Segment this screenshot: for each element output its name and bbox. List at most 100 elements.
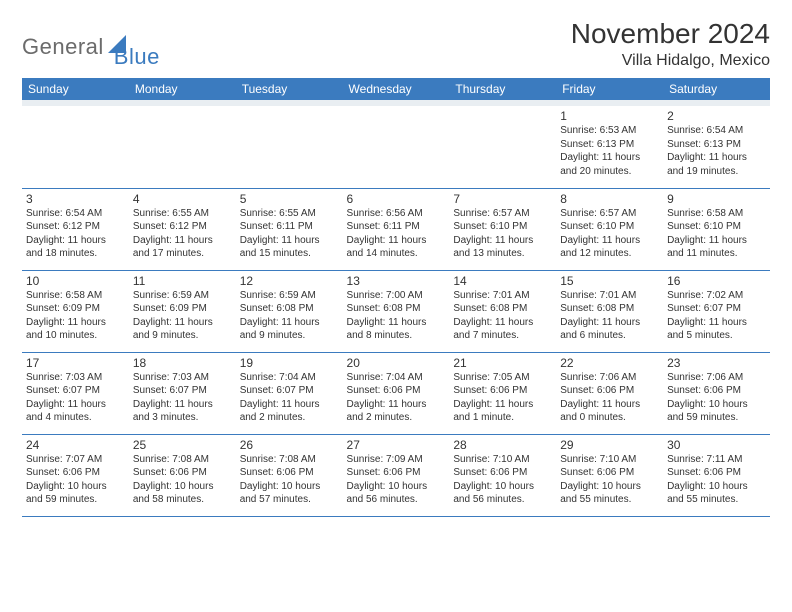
calendar-week-row: 24Sunrise: 7:07 AM Sunset: 6:06 PM Dayligh… [22, 434, 770, 516]
day-number: 7 [453, 192, 552, 206]
daylight-line: Daylight: 11 hours [240, 316, 339, 330]
sunrise-line: Sunrise: 7:01 AM [560, 289, 659, 303]
daylight-line: and 59 minutes. [26, 493, 125, 507]
day-number: 24 [26, 438, 125, 452]
day-number: 22 [560, 356, 659, 370]
sunrise-line: Sunrise: 7:07 AM [26, 453, 125, 467]
daylight-line: Daylight: 11 hours [453, 398, 552, 412]
day-number: 14 [453, 274, 552, 288]
sunrise-line: Sunrise: 7:02 AM [667, 289, 766, 303]
weekday-header: Tuesday [236, 78, 343, 100]
daylight-line: and 2 minutes. [240, 411, 339, 425]
sunrise-line: Sunrise: 6:56 AM [347, 207, 446, 221]
calendar-week-row: 17Sunrise: 7:03 AMSunset: 6:07 PMDayligh… [22, 352, 770, 434]
calendar-day-cell: 23Sunrise: 7:06 AMSunset: 6:06 PMDayligh… [663, 352, 770, 434]
daylight-line: and 56 minutes. [347, 493, 446, 507]
calendar-table: Sunday Monday Tuesday Wednesday Thursday… [22, 78, 770, 517]
sunset-line: Sunset: 6:10 PM [453, 220, 552, 234]
sunset-line: Sunset: 6:10 PM [667, 220, 766, 234]
month-title: November 2024 [571, 18, 770, 50]
daylight-line: and 18 minutes. [26, 247, 125, 261]
sunrise-line: Sunrise: 6:53 AM [560, 124, 659, 138]
day-number: 21 [453, 356, 552, 370]
sunrise-line: Sunrise: 6:59 AM [133, 289, 232, 303]
daylight-line: and 55 minutes. [667, 493, 766, 507]
location: Villa Hidalgo, Mexico [571, 52, 770, 70]
weekday-header: Saturday [663, 78, 770, 100]
calendar-day-cell: 19Sunrise: 7:04 AMSunset: 6:07 PMDayligh… [236, 352, 343, 434]
calendar-week-row: 10Sunrise: 6:58 AMSunset: 6:09 PMDayligh… [22, 270, 770, 352]
day-number: 11 [133, 274, 232, 288]
daylight-line: and 19 minutes. [667, 165, 766, 179]
sunset-line: Sunset: 6:06 PM [560, 466, 659, 480]
sunset-line: Sunset: 6:06 PM [667, 384, 766, 398]
daylight-line: and 17 minutes. [133, 247, 232, 261]
calendar-day-cell: 10Sunrise: 6:58 AMSunset: 6:09 PMDayligh… [22, 270, 129, 352]
sunrise-line: Sunrise: 7:01 AM [453, 289, 552, 303]
sunset-line: Sunset: 6:09 PM [26, 302, 125, 316]
daylight-line: Daylight: 11 hours [560, 316, 659, 330]
sunset-line: Sunset: 6:12 PM [133, 220, 232, 234]
sunset-line: Sunset: 6:06 PM [347, 384, 446, 398]
weekday-header: Thursday [449, 78, 556, 100]
calendar-day-cell: 5Sunrise: 6:55 AMSunset: 6:11 PMDaylight… [236, 188, 343, 270]
daylight-line: and 20 minutes. [560, 165, 659, 179]
calendar-day-cell: 7Sunrise: 6:57 AMSunset: 6:10 PMDaylight… [449, 188, 556, 270]
sunrise-line: Sunrise: 6:54 AM [26, 207, 125, 221]
daylight-line: Daylight: 11 hours [347, 234, 446, 248]
calendar-day-cell: 18Sunrise: 7:03 AMSunset: 6:07 PMDayligh… [129, 352, 236, 434]
calendar-day-cell: 8Sunrise: 6:57 AMSunset: 6:10 PMDaylight… [556, 188, 663, 270]
daylight-line: Daylight: 11 hours [667, 316, 766, 330]
sunrise-line: Sunrise: 7:06 AM [667, 371, 766, 385]
daylight-line: Daylight: 11 hours [26, 398, 125, 412]
day-number: 27 [347, 438, 446, 452]
day-number: 5 [240, 192, 339, 206]
calendar-empty-cell [129, 106, 236, 188]
sunset-line: Sunset: 6:06 PM [667, 466, 766, 480]
sunset-line: Sunset: 6:06 PM [133, 466, 232, 480]
sunrise-line: Sunrise: 7:11 AM [667, 453, 766, 467]
calendar-day-cell: 3Sunrise: 6:54 AMSunset: 6:12 PMDaylight… [22, 188, 129, 270]
sunrise-line: Sunrise: 6:59 AM [240, 289, 339, 303]
daylight-line: Daylight: 11 hours [453, 234, 552, 248]
daylight-line: and 3 minutes. [133, 411, 232, 425]
daylight-line: Daylight: 11 hours [347, 398, 446, 412]
day-number: 1 [560, 109, 659, 123]
day-number: 28 [453, 438, 552, 452]
day-number: 25 [133, 438, 232, 452]
calendar-day-cell: 29Sunrise: 7:10 AMSunset: 6:06 PMDayligh… [556, 434, 663, 516]
sunset-line: Sunset: 6:11 PM [347, 220, 446, 234]
weekday-header-row: Sunday Monday Tuesday Wednesday Thursday… [22, 78, 770, 100]
sunset-line: Sunset: 6:07 PM [26, 384, 125, 398]
calendar-day-cell: 30Sunrise: 7:11 AMSunset: 6:06 PMDayligh… [663, 434, 770, 516]
sunrise-line: Sunrise: 6:57 AM [560, 207, 659, 221]
day-number: 30 [667, 438, 766, 452]
sunrise-line: Sunrise: 7:08 AM [240, 453, 339, 467]
calendar-day-cell: 6Sunrise: 6:56 AMSunset: 6:11 PMDaylight… [343, 188, 450, 270]
daylight-line: and 2 minutes. [347, 411, 446, 425]
calendar-day-cell: 11Sunrise: 6:59 AMSunset: 6:09 PMDayligh… [129, 270, 236, 352]
daylight-line: and 4 minutes. [26, 411, 125, 425]
calendar-day-cell: 17Sunrise: 7:03 AMSunset: 6:07 PMDayligh… [22, 352, 129, 434]
day-number: 26 [240, 438, 339, 452]
title-block: November 2024 Villa Hidalgo, Mexico [571, 18, 770, 70]
calendar-day-cell: 1Sunrise: 6:53 AMSunset: 6:13 PMDaylight… [556, 106, 663, 188]
day-number: 17 [26, 356, 125, 370]
daylight-line: Daylight: 11 hours [560, 234, 659, 248]
daylight-line: and 57 minutes. [240, 493, 339, 507]
sunrise-line: Sunrise: 6:54 AM [667, 124, 766, 138]
calendar-day-cell: 4Sunrise: 6:55 AMSunset: 6:12 PMDaylight… [129, 188, 236, 270]
day-number: 3 [26, 192, 125, 206]
sunset-line: Sunset: 6:07 PM [240, 384, 339, 398]
weekday-header: Friday [556, 78, 663, 100]
sunrise-line: Sunrise: 6:58 AM [667, 207, 766, 221]
header-row: General Blue November 2024 Villa Hidalgo… [22, 18, 770, 70]
calendar-day-cell: 28Sunrise: 7:10 AMSunset: 6:06 PMDayligh… [449, 434, 556, 516]
sunset-line: Sunset: 6:13 PM [667, 138, 766, 152]
day-number: 13 [347, 274, 446, 288]
sunset-line: Sunset: 6:10 PM [560, 220, 659, 234]
sunrise-line: Sunrise: 7:08 AM [133, 453, 232, 467]
calendar-empty-cell [236, 106, 343, 188]
daylight-line: Daylight: 10 hours [26, 480, 125, 494]
sunset-line: Sunset: 6:07 PM [133, 384, 232, 398]
